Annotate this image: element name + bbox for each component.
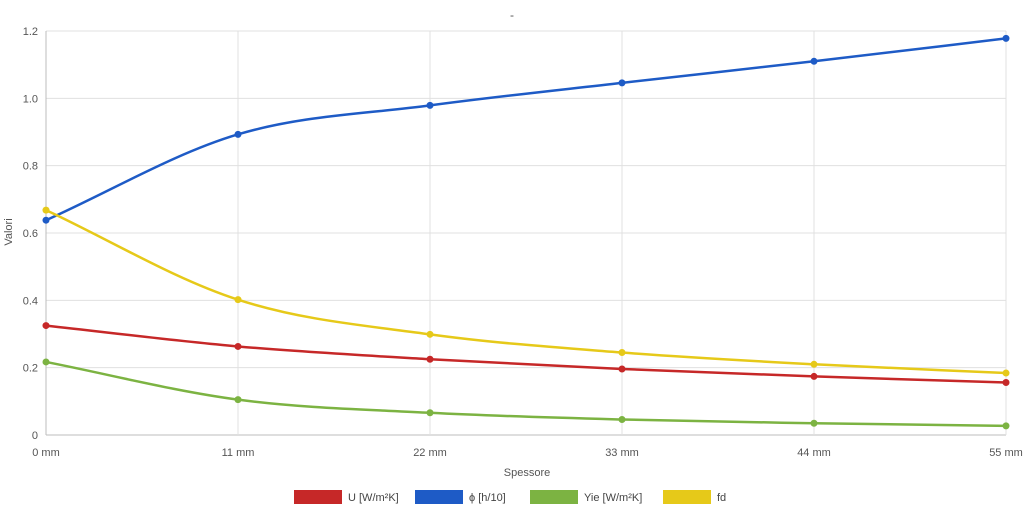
legend: U [W/m²K] ϕ [h/10] Yie [W/m²K] fd [294, 490, 726, 504]
series-line [45, 360, 1007, 428]
data-point[interactable] [42, 206, 50, 214]
y-tick-label: 1.0 [23, 93, 38, 105]
y-tick-label: 0.2 [23, 363, 38, 375]
data-point[interactable] [426, 101, 434, 109]
x-axis-ticks: 0 mm 11 mm 22 mm 33 mm 44 mm 55 mm [32, 447, 1023, 459]
data-point[interactable] [1002, 378, 1010, 386]
series-2 [42, 34, 1010, 224]
data-point[interactable] [426, 355, 434, 363]
data-point[interactable] [810, 360, 818, 368]
legend-label: ϕ [h/10] [469, 492, 506, 504]
series-line [45, 37, 1007, 222]
y-tick-label: 1.2 [23, 26, 38, 38]
legend-item[interactable]: Yie [W/m²K] [530, 490, 642, 504]
x-tick-label: 33 mm [605, 447, 639, 459]
x-tick-label: 55 mm [989, 447, 1023, 459]
legend-swatch [530, 490, 578, 504]
data-point[interactable] [42, 216, 50, 224]
grid [45, 30, 1007, 436]
data-point[interactable] [1002, 34, 1010, 42]
y-tick-label: 0.4 [23, 295, 38, 307]
data-point[interactable] [234, 396, 242, 404]
data-point[interactable] [42, 322, 50, 330]
legend-label: fd [717, 492, 726, 504]
data-point[interactable] [426, 409, 434, 417]
data-point[interactable] [234, 296, 242, 304]
y-tick-label: 0 [32, 430, 38, 442]
data-point[interactable] [234, 342, 242, 350]
x-axis-title: Spessore [504, 467, 550, 479]
series-line [45, 324, 1007, 384]
data-point[interactable] [1002, 369, 1010, 377]
legend-item[interactable]: fd [663, 490, 726, 504]
data-point[interactable] [810, 57, 818, 65]
series-3 [42, 358, 1010, 430]
data-point[interactable] [810, 419, 818, 427]
data-point[interactable] [1002, 422, 1010, 430]
series-4 [42, 206, 1010, 377]
y-tick-label: 0.6 [23, 228, 38, 240]
chart-title: - [510, 8, 514, 22]
data-point[interactable] [618, 365, 626, 373]
legend-label: Yie [W/m²K] [584, 492, 642, 504]
legend-swatch [663, 490, 711, 504]
series-1 [42, 322, 1010, 386]
x-tick-label: 44 mm [797, 447, 831, 459]
legend-label: U [W/m²K] [348, 492, 399, 504]
y-axis-title: Valori [3, 218, 15, 245]
data-point[interactable] [42, 358, 50, 366]
y-tick-label: 0.8 [23, 161, 38, 173]
data-point[interactable] [426, 330, 434, 338]
x-tick-label: 11 mm [222, 447, 255, 459]
series-layer [42, 34, 1010, 430]
data-point[interactable] [618, 79, 626, 87]
x-tick-label: 0 mm [32, 447, 60, 459]
legend-swatch [294, 490, 342, 504]
data-point[interactable] [618, 416, 626, 424]
legend-item[interactable]: ϕ [h/10] [415, 490, 506, 504]
legend-item[interactable]: U [W/m²K] [294, 490, 399, 504]
x-tick-label: 22 mm [413, 447, 447, 459]
data-point[interactable] [618, 349, 626, 357]
legend-swatch [415, 490, 463, 504]
series-line [45, 208, 1007, 375]
data-point[interactable] [234, 130, 242, 138]
y-axis-ticks: 0 0.2 0.4 0.6 0.8 1.0 1.2 [23, 26, 38, 442]
data-point[interactable] [810, 372, 818, 380]
